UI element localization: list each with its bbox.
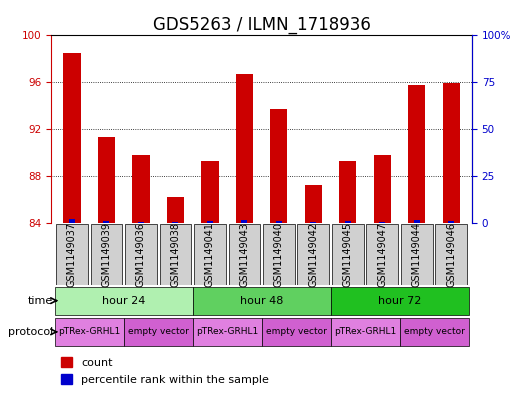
Text: GSM1149047: GSM1149047	[377, 222, 387, 287]
FancyBboxPatch shape	[194, 224, 226, 285]
Bar	[242, 220, 247, 222]
FancyBboxPatch shape	[401, 224, 432, 285]
Text: GSM1149046: GSM1149046	[446, 222, 456, 287]
FancyBboxPatch shape	[330, 286, 468, 315]
FancyBboxPatch shape	[436, 224, 467, 285]
Bar	[270, 109, 287, 222]
Text: GSM1149037: GSM1149037	[67, 222, 77, 287]
FancyBboxPatch shape	[263, 224, 295, 285]
Text: pTRex-GRHL1: pTRex-GRHL1	[334, 327, 396, 336]
FancyBboxPatch shape	[332, 224, 364, 285]
FancyBboxPatch shape	[330, 318, 400, 346]
Text: empty vector: empty vector	[128, 327, 189, 336]
Text: GSM1149040: GSM1149040	[274, 222, 284, 287]
FancyBboxPatch shape	[55, 318, 124, 346]
FancyBboxPatch shape	[56, 224, 88, 285]
Legend: count, percentile rank within the sample: count, percentile rank within the sample	[57, 353, 273, 389]
Text: GSM1149041: GSM1149041	[205, 222, 215, 287]
Text: GSM1149044: GSM1149044	[412, 222, 422, 287]
Text: pTRex-GRHL1: pTRex-GRHL1	[58, 327, 121, 336]
Bar	[69, 219, 75, 222]
Text: protocol: protocol	[8, 327, 53, 337]
Bar	[201, 161, 219, 222]
Text: GSM1149038: GSM1149038	[170, 222, 181, 287]
FancyBboxPatch shape	[228, 224, 260, 285]
FancyBboxPatch shape	[193, 286, 330, 315]
FancyBboxPatch shape	[366, 224, 398, 285]
Bar	[207, 221, 213, 222]
Bar	[414, 220, 420, 222]
Bar	[339, 161, 357, 222]
Bar	[448, 221, 455, 222]
Bar	[373, 155, 391, 222]
FancyBboxPatch shape	[91, 224, 122, 285]
FancyBboxPatch shape	[400, 318, 468, 346]
Bar	[408, 84, 425, 222]
Text: hour 48: hour 48	[240, 296, 283, 306]
Text: hour 24: hour 24	[102, 296, 145, 306]
Text: time: time	[28, 296, 53, 306]
Text: GSM1149045: GSM1149045	[343, 222, 353, 287]
Text: pTRex-GRHL1: pTRex-GRHL1	[196, 327, 258, 336]
FancyBboxPatch shape	[55, 286, 193, 315]
Text: GSM1149043: GSM1149043	[240, 222, 249, 287]
Bar	[443, 83, 460, 222]
Text: empty vector: empty vector	[266, 327, 327, 336]
Bar	[167, 197, 184, 222]
FancyBboxPatch shape	[125, 224, 157, 285]
FancyBboxPatch shape	[124, 318, 193, 346]
Bar	[64, 53, 81, 222]
FancyBboxPatch shape	[160, 224, 191, 285]
Bar	[276, 221, 282, 222]
Text: hour 72: hour 72	[378, 296, 421, 306]
FancyBboxPatch shape	[262, 318, 330, 346]
Text: empty vector: empty vector	[404, 327, 464, 336]
Text: GSM1149036: GSM1149036	[136, 222, 146, 287]
Title: GDS5263 / ILMN_1718936: GDS5263 / ILMN_1718936	[153, 16, 370, 34]
Bar	[305, 185, 322, 222]
Bar	[236, 74, 253, 222]
Text: GSM1149039: GSM1149039	[102, 222, 111, 287]
Bar	[132, 155, 150, 222]
Text: GSM1149042: GSM1149042	[308, 222, 319, 287]
Bar	[98, 137, 115, 222]
FancyBboxPatch shape	[298, 224, 329, 285]
FancyBboxPatch shape	[193, 318, 262, 346]
